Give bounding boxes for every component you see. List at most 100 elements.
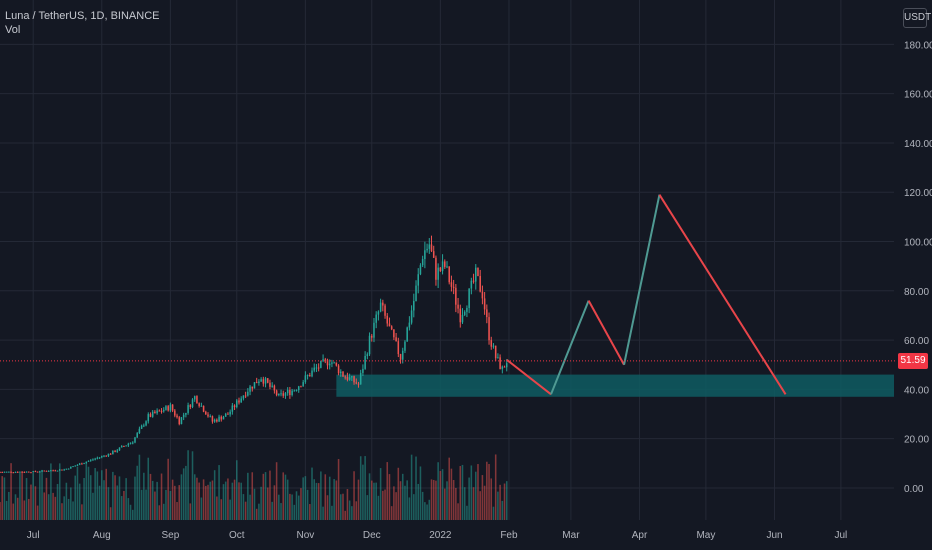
volume-bar [437, 462, 439, 520]
volume-bar [145, 489, 147, 520]
candle-body [116, 450, 119, 452]
candle-body [222, 416, 225, 420]
volume-bar [25, 478, 28, 520]
candle-body [366, 354, 369, 356]
candle-body [271, 385, 273, 387]
volume-bar [41, 470, 43, 520]
candle-body [293, 390, 296, 392]
candle-body [151, 411, 154, 417]
candle-body [138, 428, 141, 434]
time-tick-label: Aug [93, 530, 111, 541]
volume-bar [377, 495, 380, 520]
volume-bar [165, 489, 167, 520]
candle-body [114, 450, 116, 452]
candle-body [229, 411, 231, 415]
candle-body [273, 385, 276, 391]
volume-bar [222, 484, 225, 520]
volume-bar [138, 454, 141, 520]
candle-body [70, 466, 72, 469]
price-tick-label: 160.00 [904, 90, 932, 101]
candle-body [227, 413, 229, 415]
candle-body [249, 386, 251, 392]
candle-body [105, 455, 107, 457]
volume-bar [65, 482, 68, 520]
candle-body [50, 470, 52, 472]
volume-bar [178, 485, 181, 520]
volume-bar [340, 494, 342, 520]
candle-body [207, 414, 209, 417]
candle-body [328, 363, 331, 366]
candle-body [421, 259, 424, 266]
candle-body [32, 471, 34, 473]
price-tick-label: 80.00 [904, 287, 929, 298]
volume-bar [34, 486, 37, 520]
candle-body [503, 366, 506, 368]
candle-body [253, 382, 256, 389]
volume-bar [459, 466, 462, 520]
volume-bar [275, 462, 278, 520]
candle-body [488, 317, 490, 341]
candle-body [78, 463, 81, 465]
candle-body [275, 390, 278, 396]
volume-bar [129, 504, 132, 520]
volume-bar [251, 472, 254, 520]
volume-bar [499, 484, 501, 520]
candle-body [233, 405, 236, 408]
candle-body [452, 286, 455, 288]
time-axis[interactable]: Jul Aug Sep Oct Nov Dec 2022 Feb Mar Apr May Jun Jul [27, 530, 847, 541]
candle-body [311, 370, 313, 377]
volume-bar [424, 502, 426, 520]
price-tick-label: 40.00 [904, 385, 929, 396]
candle-body [109, 453, 112, 455]
candle-body [65, 468, 68, 470]
volume-bar [23, 500, 26, 520]
volume-bar [167, 458, 169, 520]
projection-segment [506, 359, 552, 396]
candle-body [463, 311, 466, 315]
volume-bar [249, 494, 251, 520]
volume-bar [379, 468, 382, 520]
candle-body [384, 305, 386, 316]
volume-bar [136, 465, 138, 520]
volume-bar [393, 486, 395, 520]
price-tick-label: 120.00 [904, 188, 932, 199]
volume-bar [419, 466, 422, 520]
volume-bar [483, 485, 486, 520]
volume-bar [497, 491, 499, 520]
time-tick-label: Jul [27, 530, 40, 541]
candle-body [156, 410, 158, 414]
candle-body [435, 257, 437, 280]
volume-bar [342, 493, 344, 520]
volume-bar [333, 479, 335, 520]
volume-bar [280, 503, 282, 520]
volume-bar [242, 494, 245, 520]
volume-bar [131, 509, 134, 520]
price-tick-label: 60.00 [904, 336, 929, 347]
volume-bar [368, 473, 371, 520]
volume-bar [326, 495, 329, 520]
volume-bar [125, 478, 127, 520]
candle-body [364, 355, 366, 369]
time-tick-label: Dec [363, 530, 381, 541]
volume-bar [295, 491, 298, 520]
candle-body [5, 471, 8, 473]
candle-body [41, 470, 43, 472]
volume-bar [362, 464, 364, 520]
price-axis[interactable]: 180.00 160.00 140.00 120.00 100.00 80.00 60.00… [904, 40, 932, 495]
volume-bar [147, 457, 150, 520]
symbol-title[interactable]: Luna / TetherUS, 1D, BINANCE [5, 10, 160, 22]
candle-body [16, 471, 19, 473]
price-tick-label: 100.00 [904, 238, 932, 249]
volume-bar [466, 505, 468, 520]
volume-bar [160, 473, 163, 520]
candle-body [344, 376, 346, 378]
candle-body [218, 416, 220, 422]
candle-body [196, 396, 198, 404]
currency-badge[interactable]: USDT [903, 8, 931, 28]
volume-bar [87, 466, 90, 520]
candle-body [346, 376, 349, 380]
volume-indicator-label[interactable]: Vol [5, 24, 21, 36]
candle-body [417, 274, 420, 286]
